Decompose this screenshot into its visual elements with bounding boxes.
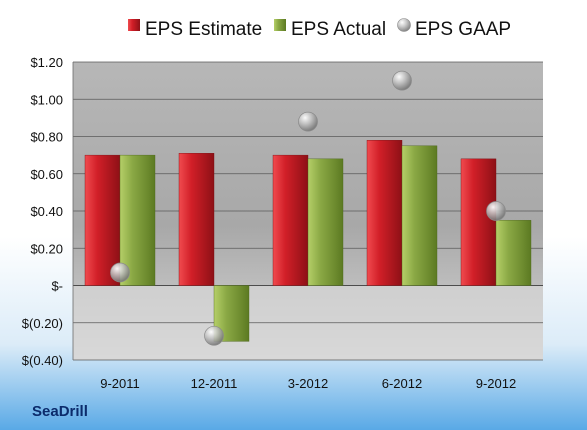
eps-actual-bar	[119, 154, 156, 286]
x-axis-labels: 9-2011 12-2011 3-2012 6-2012 9-2012	[100, 376, 516, 391]
eps-estimate-bar	[366, 140, 403, 286]
eps-estimate-bar	[84, 154, 121, 286]
legend-gaap-label: EPS GAAP	[415, 19, 511, 40]
gaap-series	[110, 70, 506, 346]
y-axis-labels: $1.20 $1.00 $0.80 $0.60 $0.40 $0.20 $- $(0.20) $…	[22, 55, 63, 368]
eps-gaap-point	[486, 201, 506, 221]
bar-series	[84, 140, 532, 342]
eps-gaap-point	[298, 111, 318, 132]
x-tick-label: 12-2011	[191, 376, 238, 391]
eps-estimate-bar	[460, 158, 497, 286]
x-tick-label: 3-2012	[288, 376, 328, 391]
y-tick-label: $0.20	[30, 241, 63, 256]
company-label: SeaDrill	[32, 403, 88, 420]
legend-gaap-marker	[397, 18, 411, 32]
y-tick-label: $-	[51, 279, 63, 294]
legend-actual-marker	[274, 19, 286, 31]
legend-actual-label: EPS Actual	[291, 19, 386, 40]
eps-gaap-point	[392, 70, 412, 91]
y-tick-label: $(0.40)	[22, 353, 63, 368]
x-tick-label: 6-2012	[382, 376, 422, 391]
y-tick-label: $0.60	[30, 167, 63, 182]
y-tick-label: $0.80	[30, 130, 63, 145]
eps-actual-bar	[401, 145, 438, 286]
legend-estimate-marker	[128, 19, 140, 31]
y-tick-label: $(0.20)	[22, 316, 63, 331]
eps-estimate-bar	[272, 154, 309, 286]
eps-gaap-point	[110, 262, 130, 283]
y-tick-label: $1.20	[30, 55, 63, 70]
eps-gaap-point	[204, 325, 224, 346]
eps-estimate-bar	[178, 153, 215, 286]
x-tick-label: 9-2012	[476, 376, 516, 391]
eps-actual-bar	[495, 220, 532, 286]
y-tick-label: $0.40	[30, 204, 63, 219]
legend: EPS Estimate EPS Actual EPS GAAP	[128, 18, 511, 40]
eps-actual-bar	[307, 158, 344, 286]
legend-estimate-label: EPS Estimate	[145, 19, 262, 40]
y-tick-label: $1.00	[30, 92, 63, 107]
x-tick-label: 9-2011	[100, 376, 140, 391]
